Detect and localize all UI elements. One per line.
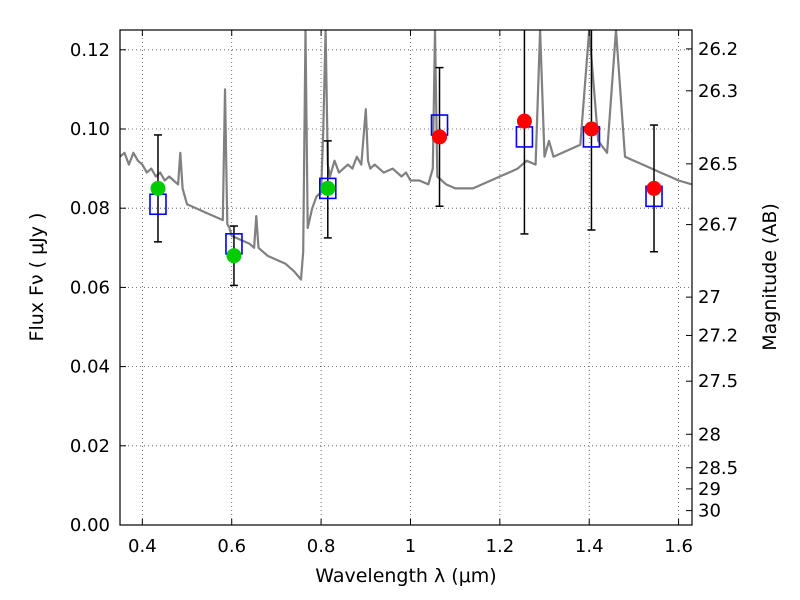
observed-optical-point — [150, 180, 166, 196]
y-tick-label: 0.10 — [70, 119, 110, 140]
magnitude-axis-label: Magnitude (AB) — [759, 203, 781, 351]
template-spectrum-line — [120, 30, 692, 281]
magnitude-tick-label: 26.3 — [698, 81, 738, 102]
grid — [120, 30, 692, 526]
y-tick-label: 0.04 — [70, 357, 110, 378]
x-axis: 0.4 0.6 0.8 1 1.2 1.4 1.6 — [128, 30, 693, 557]
magnitude-tick-label: 27 — [698, 287, 721, 308]
observed-nir-point — [583, 121, 599, 137]
errorbar-layer — [153, 30, 659, 287]
observed-point-layer — [150, 113, 662, 264]
y-axis-label: Flux Fν ( μJy ) — [26, 213, 48, 342]
y-tick-label: 0.06 — [70, 277, 110, 298]
magnitude-tick-label: 26.5 — [698, 154, 738, 175]
observed-nir-point — [646, 180, 662, 196]
magnitude-tick-label: 30 — [698, 501, 721, 522]
magnitude-tick-label: 26.2 — [698, 39, 738, 60]
y-axis: 0.00 0.02 0.04 0.06 0.08 0.10 0.12 — [70, 40, 126, 536]
magnitude-tick-label: 27.5 — [698, 371, 738, 392]
model-photometry-box — [318, 177, 337, 200]
magnitude-tick-label: 28.5 — [698, 458, 738, 479]
x-tick-label: 0.4 — [128, 536, 157, 557]
x-tick-label: 1 — [405, 536, 416, 557]
x-tick-label: 0.6 — [217, 536, 246, 557]
y-tick-label: 0.00 — [70, 515, 110, 536]
y-tick-label: 0.12 — [70, 40, 110, 61]
x-tick-label: 1.2 — [486, 536, 515, 557]
magnitude-tick-label: 29 — [698, 479, 721, 500]
x-tick-label: 1.6 — [664, 536, 693, 557]
observed-optical-point — [226, 248, 242, 264]
magnitude-tick-label: 28 — [698, 424, 721, 445]
plot-frame — [119, 29, 693, 526]
observed-optical-point — [320, 180, 336, 196]
x-axis-label: Wavelength λ (μm) — [315, 565, 496, 587]
observed-nir-point — [432, 129, 448, 145]
template-spectrum-layer — [120, 30, 692, 281]
y-tick-label: 0.08 — [70, 198, 110, 219]
magnitude-tick-label: 26.7 — [698, 215, 738, 236]
x-tick-label: 0.8 — [307, 536, 336, 557]
observed-nir-point — [516, 113, 532, 129]
x-tick-label: 1.4 — [575, 536, 604, 557]
y-tick-label: 0.02 — [70, 436, 110, 457]
magnitude-tick-label: 27.2 — [698, 325, 738, 346]
